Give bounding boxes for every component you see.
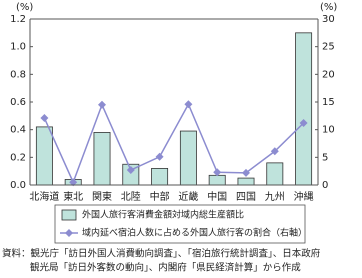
marker bbox=[299, 119, 308, 128]
marker bbox=[98, 100, 106, 109]
x-tick-label: 関東 bbox=[92, 190, 112, 203]
source-note: 資料：観光庁「訪日外国人消費動向調査」、「宿泊旅行統計調査」、日本政府 bbox=[2, 248, 321, 260]
bar bbox=[295, 32, 313, 186]
y2-tick-label: 0 bbox=[322, 180, 328, 191]
marker bbox=[213, 168, 222, 177]
x-tick-label: 東北 bbox=[63, 190, 83, 203]
marker bbox=[155, 152, 164, 161]
source-note: 観光局「訪日外客数の動向」、内閣府「県民経済計算」から作成 bbox=[30, 262, 301, 274]
x-tick-label: 沖縄 bbox=[294, 190, 314, 203]
x-tick-label: 北陸 bbox=[121, 190, 141, 203]
y-unit: (%) bbox=[16, 2, 33, 13]
marker bbox=[242, 168, 250, 177]
x-tick-label: 北海道 bbox=[29, 190, 59, 203]
y-tick-label: 0.4 bbox=[10, 125, 26, 136]
bar bbox=[237, 177, 255, 186]
legend-box bbox=[54, 204, 306, 244]
y-tick-label: 1.0 bbox=[10, 42, 26, 53]
bar bbox=[208, 174, 226, 186]
legend-swatch bbox=[61, 209, 77, 221]
x-tick-label: 中国 bbox=[207, 190, 227, 203]
y2-tick-label: 10 bbox=[322, 125, 335, 136]
x-tick-label: 四国 bbox=[236, 191, 256, 203]
x-tick-label: 中部 bbox=[150, 190, 170, 203]
y-tick-label: 0.0 bbox=[10, 180, 26, 191]
y2-tick-label: 15 bbox=[322, 97, 335, 108]
line bbox=[43, 102, 305, 185]
y2-tick-label: 30 bbox=[322, 14, 335, 25]
marker bbox=[69, 178, 78, 187]
marker bbox=[126, 166, 135, 175]
y-tick-label: 0.6 bbox=[10, 97, 26, 108]
bar bbox=[93, 132, 111, 186]
y2-tick-label: 20 bbox=[322, 69, 335, 80]
legend-label: 域内延べ宿泊人数に占める外国人旅行客の割合（右軸） bbox=[82, 227, 307, 239]
y-tick-label: 0.2 bbox=[10, 152, 26, 163]
x-tick-label: 近畿 bbox=[178, 190, 198, 203]
y-tick-label: 1.2 bbox=[10, 14, 26, 25]
legend-label: 外国人旅行客消費金額対域内総生産額比 bbox=[82, 209, 244, 221]
y2-tick-label: 5 bbox=[322, 152, 328, 163]
marker bbox=[184, 100, 193, 109]
bar bbox=[35, 126, 53, 186]
y2-tick-label: 25 bbox=[322, 42, 335, 53]
bar bbox=[266, 162, 284, 186]
y2-unit: (%) bbox=[320, 2, 337, 13]
marker bbox=[40, 114, 49, 123]
bar bbox=[179, 130, 197, 186]
y-tick-label: 0.8 bbox=[10, 69, 26, 80]
bar bbox=[151, 167, 169, 186]
legend-marker bbox=[65, 229, 73, 237]
x-tick-label: 九州 bbox=[265, 191, 285, 203]
marker bbox=[270, 147, 279, 156]
